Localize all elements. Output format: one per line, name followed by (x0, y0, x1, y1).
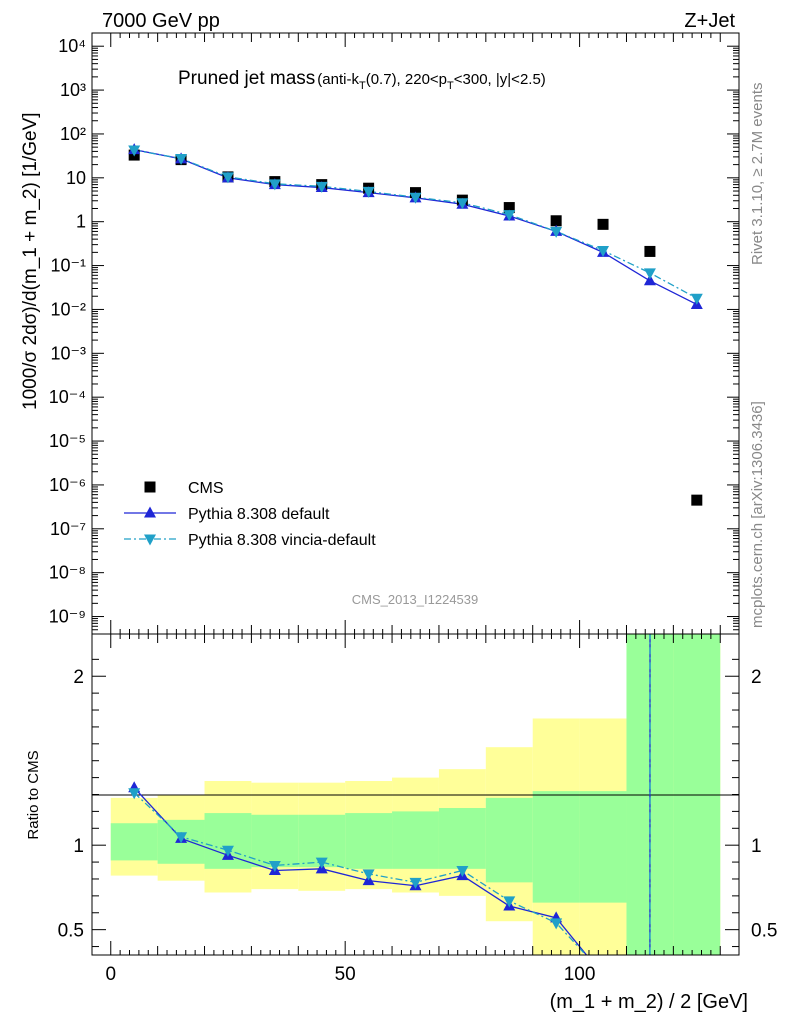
energy-label: 7000 GeV pp (102, 10, 220, 32)
y-tick-label: 10⁻⁶ (49, 475, 86, 495)
plot-title: Pruned jet mass (anti-kT(0.7), 220<pT<300… (178, 68, 546, 92)
data-point (644, 245, 656, 257)
y-tick-label: 10⁻¹ (50, 256, 86, 276)
legend-label: Pythia 8.308 vincia-default (188, 532, 376, 549)
ratio-point (221, 845, 234, 857)
band-green (392, 811, 439, 869)
ratio-point (268, 860, 281, 872)
y-tick-label: 10⁻⁸ (49, 563, 86, 583)
band-green (579, 791, 627, 903)
band-green (345, 813, 393, 869)
y-tick-label: 10⁻⁷ (50, 519, 86, 539)
series-line (134, 148, 698, 306)
main-y-axis-ticks: 10⁻⁹ 10⁻⁸ 10⁻⁷ 10⁻⁶ 10⁻⁵ 10⁻⁴ 10⁻³ 10⁻² 10⁻¹ 1 10 1… (49, 32, 739, 635)
main-panel: 10⁻⁹ 10⁻⁸ 10⁻⁷ 10⁻⁶ 10⁻⁵ 10⁻⁴ 10⁻³ 10⁻² 10⁻¹ 1 10 1… (20, 32, 740, 635)
data-point (691, 494, 703, 506)
legend-marker (144, 534, 156, 546)
y-tick-label: 1 (76, 212, 86, 232)
x-axis-label: (m_1 + m_2) / 2 [GeV] (550, 991, 748, 1013)
y-tick-label: 10⁻² (50, 299, 86, 319)
y-tick-label: 10⁻³ (50, 343, 86, 363)
ratio-y-tick-label: 2 (73, 667, 84, 688)
x-tick-label: 100 (564, 964, 596, 985)
legend: CMS Pythia 8.308 default Pythia 8.308 vinc… (124, 480, 376, 549)
mcplots-label: mcplots.cern.ch [arXiv:1306.3436] (749, 401, 766, 628)
band-green (673, 634, 721, 955)
y-tick-label: 10⁴ (58, 36, 86, 56)
data-point (503, 202, 515, 214)
legend-label: CMS (188, 480, 224, 497)
data-point (268, 179, 281, 191)
data-point (315, 181, 328, 193)
ratio-y-axis-label: Ratio to CMS (25, 750, 42, 839)
data-point (175, 154, 188, 166)
data-point (550, 226, 563, 238)
data-point (221, 172, 234, 184)
data-point (643, 274, 656, 286)
y-tick-label: 10⁻⁵ (49, 431, 86, 451)
ratio-axis-ticks: 0 50 100 0.5 0.5 1 1 2 2 (58, 634, 777, 985)
data-point (503, 210, 516, 222)
ratio-point (597, 969, 609, 980)
data-point (690, 293, 703, 305)
ratio-point (362, 869, 375, 881)
data-point (128, 145, 141, 157)
y-tick-label: 10⁻⁴ (49, 387, 86, 407)
process-label: Z+Jet (684, 10, 735, 32)
series-line (134, 149, 698, 299)
ratio-point (128, 788, 141, 800)
legend-label: Pythia 8.308 default (188, 506, 330, 523)
ratio-point (175, 832, 188, 844)
ratio-point (597, 969, 609, 980)
ratio-data-layer (128, 634, 656, 985)
data-point (362, 186, 375, 198)
band-green (110, 823, 158, 861)
main-x-axis-ticks (110, 33, 721, 634)
legend-marker (144, 506, 156, 518)
ratio-y-tick-label: 1 (73, 836, 84, 857)
ratio-point (315, 857, 328, 869)
y-tick-label: 10² (60, 124, 86, 144)
ratio-y-tick-label: 0.5 (58, 921, 84, 942)
y-tick-label: 10⁻⁹ (49, 607, 86, 627)
main-data-layer (128, 143, 703, 506)
ratio-point (644, 956, 656, 967)
y-tick-label: 10³ (60, 80, 86, 100)
rivet-label: Rivet 3.1.10, ≥ 2.7M events (749, 83, 766, 266)
data-point (550, 215, 562, 227)
y-tick-label: 10 (66, 168, 86, 188)
uncertainty-bands (110, 634, 721, 955)
main-y-axis-label: 1000/σ 2dσ)/d(m_1 + m_2) [1/GeV] (20, 112, 41, 410)
ratio-y-tick-label: 0.5 (751, 921, 777, 942)
data-point (456, 198, 469, 210)
band-green (532, 791, 580, 903)
ratio-point (550, 918, 563, 930)
ratio-point (503, 896, 516, 908)
data-point (597, 246, 610, 258)
ratio-y-tick-label: 2 (751, 667, 762, 688)
data-point (643, 268, 656, 280)
data-point (597, 218, 609, 230)
ratio-point (409, 877, 422, 889)
watermark: CMS_2013_I1224539 (352, 592, 479, 607)
band-green (438, 808, 486, 869)
ratio-point (456, 866, 469, 878)
band-green (485, 797, 533, 883)
ratio-y-tick-label: 1 (751, 836, 762, 857)
ratio-point (644, 974, 656, 985)
band-green (251, 814, 299, 868)
x-tick-label: 0 (105, 964, 116, 985)
data-point (409, 192, 422, 204)
ratio-panel: 0 50 100 0.5 0.5 1 1 2 2 Ratio to CMS (m_1 + m_2… (25, 633, 777, 1013)
x-tick-label: 50 (335, 964, 356, 985)
legend-marker (144, 481, 156, 493)
